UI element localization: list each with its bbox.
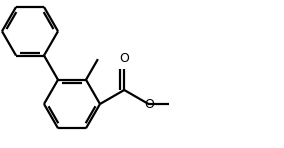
- Text: O: O: [145, 98, 154, 111]
- Text: O: O: [119, 52, 129, 65]
